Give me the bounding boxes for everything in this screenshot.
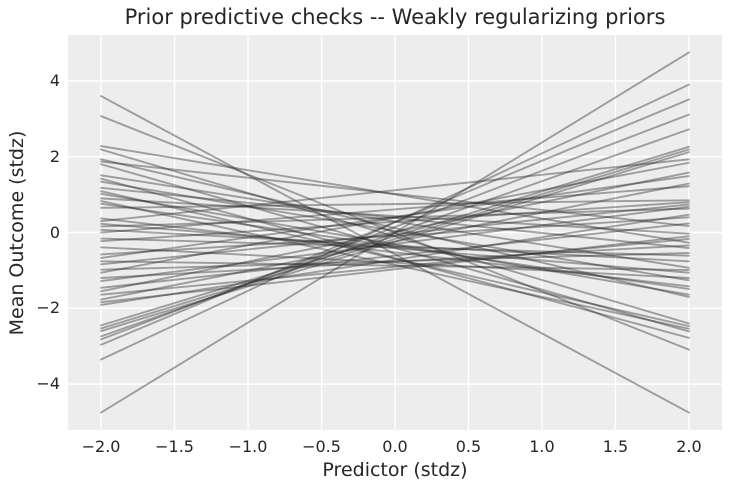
prior-draw-line <box>100 51 690 414</box>
x-tick-label: −1.5 <box>155 437 194 456</box>
prior-draw-line <box>100 203 690 266</box>
x-tick-label: 2.0 <box>676 437 702 456</box>
prior-draw-line <box>100 197 690 235</box>
prior-draw-line <box>100 260 690 271</box>
prior-draw-line <box>100 145 690 244</box>
x-tick-label: 1.5 <box>602 437 629 456</box>
prior-draw-line <box>100 207 690 228</box>
prior-draw-line <box>100 180 690 282</box>
prior-draw-line <box>100 213 690 306</box>
prior-draw-line <box>100 199 690 209</box>
x-tick-label: −0.5 <box>302 437 341 456</box>
prior-draw-line <box>100 115 690 351</box>
prior-draw-line <box>100 252 690 271</box>
prior-draw-line <box>100 216 690 256</box>
prior-draw-line <box>100 151 690 333</box>
x-tick-label: −1.0 <box>228 437 268 456</box>
prior-draw-line <box>100 237 690 296</box>
prior-draw-line <box>100 171 690 293</box>
prior-draw-line <box>100 222 690 289</box>
x-tick-label: 0.0 <box>382 437 408 456</box>
prior-draw-line <box>100 175 690 259</box>
y-tick-label: 0 <box>49 222 60 242</box>
prior-draw-line <box>100 185 690 234</box>
prior-draw-line <box>100 235 690 304</box>
prior-draw-line <box>100 98 690 346</box>
prior-draw-line <box>100 202 690 290</box>
x-tick-label: −2.0 <box>81 437 121 456</box>
prior-draw-line <box>100 158 690 298</box>
chart-canvas <box>68 35 722 430</box>
prior-draw-line <box>100 148 690 325</box>
prior-draw-line <box>100 222 690 274</box>
prior-draw-line <box>100 177 690 339</box>
prior-draw-line <box>100 205 690 282</box>
chart-title: Prior predictive checks -- Weakly regula… <box>124 5 666 29</box>
prior-draw-line <box>100 182 690 301</box>
y-axis-label: Mean Outcome (stdz) <box>6 130 28 336</box>
prior-draw-line <box>100 158 690 223</box>
prior-draw-line <box>100 237 690 257</box>
prior-draw-line <box>100 163 690 333</box>
plot-area <box>68 35 722 430</box>
prior-draw-line <box>100 95 690 414</box>
prior-draw-line <box>100 174 690 269</box>
prior-draw-line <box>100 192 690 296</box>
prior-draw-line <box>100 190 690 328</box>
prior-draw-line <box>100 217 690 288</box>
y-tick-label: −2 <box>36 298 60 318</box>
prior-draw-line <box>100 145 690 327</box>
prior-draw-line <box>100 83 690 361</box>
x-tick-label: 0.5 <box>455 437 482 456</box>
prior-draw-line <box>100 186 690 249</box>
prior-draw-line <box>100 200 690 330</box>
prior-draw-line <box>100 244 690 279</box>
prior-draw-line <box>100 148 690 330</box>
x-axis-label: Predictor (stdz) <box>322 459 468 481</box>
prior-draw-line <box>100 161 690 274</box>
prior-draw-line <box>100 113 690 341</box>
y-tick-label: 2 <box>49 146 60 166</box>
y-tick-label: −4 <box>36 374 60 394</box>
x-tick-label: 1.0 <box>529 437 555 456</box>
prior-draw-line <box>100 201 690 243</box>
prior-draw-line <box>100 160 690 228</box>
y-tick-label: 4 <box>49 70 60 90</box>
prior-draw-line <box>100 246 690 279</box>
prior-draw-line <box>100 228 690 263</box>
prior-draw-line <box>100 128 690 338</box>
